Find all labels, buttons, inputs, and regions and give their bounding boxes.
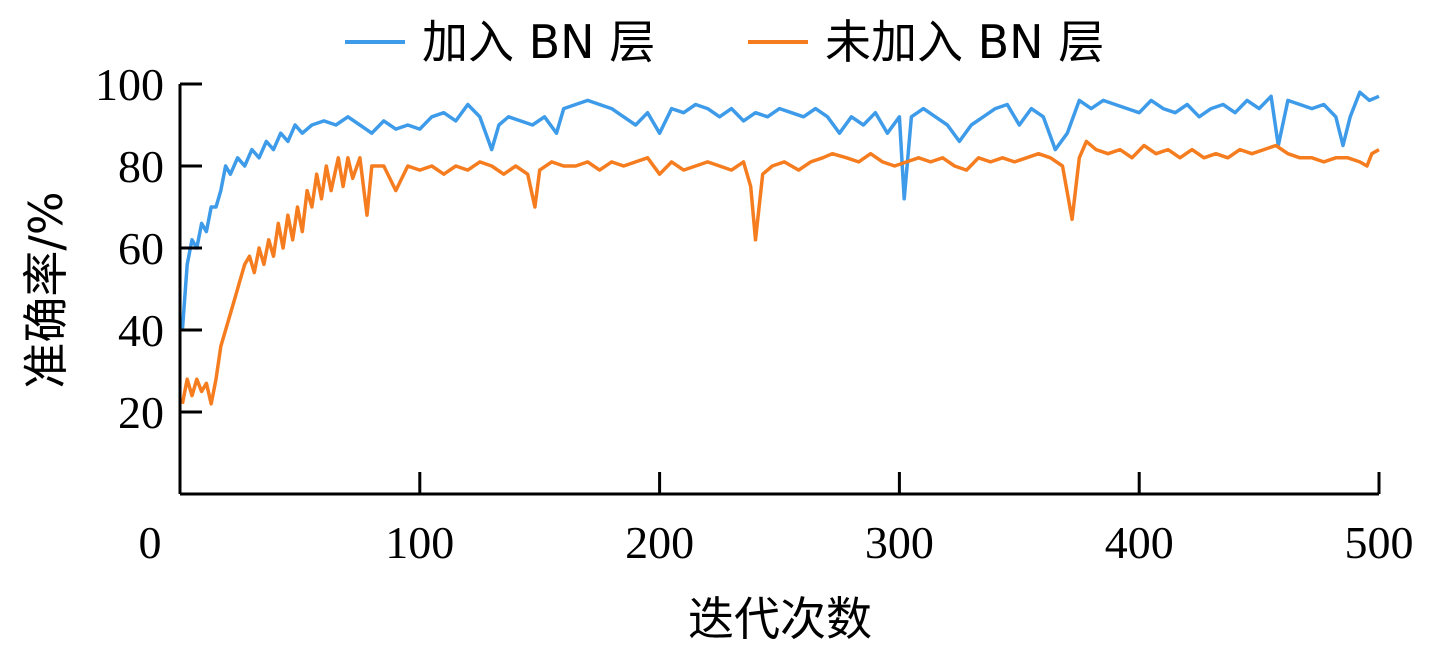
axes <box>178 84 1379 496</box>
x-tick-label: 200 <box>625 517 694 568</box>
series-line-1 <box>180 139 1380 406</box>
y-tick-label: 100 <box>95 59 164 110</box>
series-layer <box>180 90 1380 406</box>
legend-label-series-0: 加入 BN 层 <box>422 15 655 69</box>
legend: 加入 BN 层 未加入 BN 层 <box>345 15 1104 69</box>
legend-label-series-1: 未加入 BN 层 <box>825 15 1104 69</box>
y-axis-title: 准确率/% <box>19 191 73 388</box>
y-tick-label: 40 <box>118 305 164 356</box>
y-tick-label: 80 <box>118 141 164 192</box>
x-axis-title: 迭代次数 <box>688 592 872 645</box>
series-line-0 <box>180 90 1380 331</box>
x-tick-label: 500 <box>1345 517 1414 568</box>
x-tick-label: 400 <box>1105 517 1174 568</box>
y-tick-label: 60 <box>118 223 164 274</box>
x-tick-label: 0 <box>139 517 162 568</box>
tick-layer: 0 100 200 300 400 500 20 40 60 80 100 <box>95 59 1414 568</box>
y-tick-label: 20 <box>118 387 164 438</box>
x-tick-label: 100 <box>385 517 454 568</box>
x-tick-label: 300 <box>865 517 934 568</box>
